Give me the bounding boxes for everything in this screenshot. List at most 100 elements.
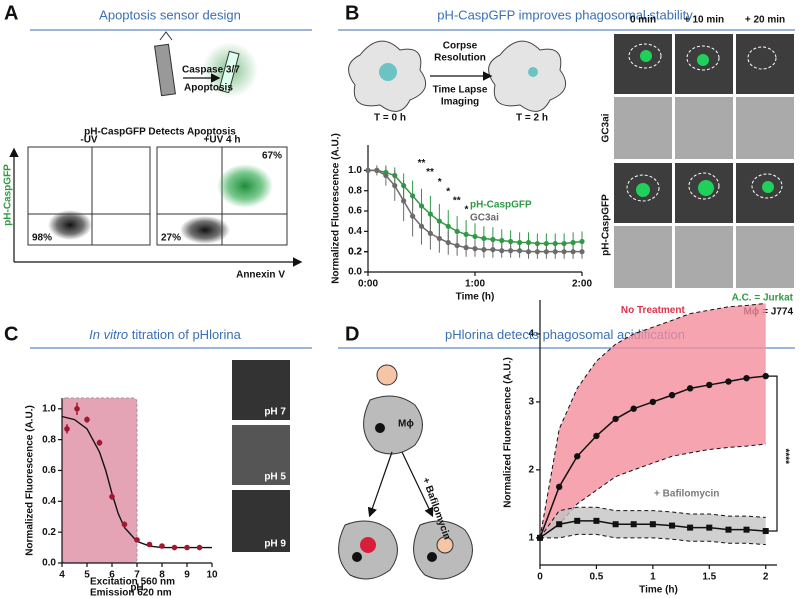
column-label: + 10 min — [684, 15, 724, 26]
note: Excitation 560 nm — [90, 577, 175, 588]
panel-a-art — [9, 29, 312, 267]
point — [574, 453, 581, 460]
note: Emission 620 nm — [90, 588, 172, 598]
point — [134, 537, 140, 543]
point — [517, 239, 523, 246]
panel-letter: B — [345, 2, 359, 24]
band-edge — [540, 533, 766, 546]
point — [454, 242, 460, 249]
plot-label: +UV 4 h — [204, 135, 241, 146]
point — [649, 521, 656, 528]
band — [540, 303, 766, 538]
y-tick-label: 0.2 — [42, 527, 56, 538]
point — [196, 544, 203, 551]
annotation: ** — [453, 196, 461, 207]
series-label: GC3ai — [470, 213, 499, 224]
point — [472, 233, 478, 240]
point — [556, 521, 563, 528]
annotation: * — [464, 205, 468, 216]
panel-letter: D — [345, 323, 359, 345]
point — [612, 521, 619, 528]
series-label: pH-CaspGFP — [470, 200, 532, 211]
point — [725, 378, 732, 385]
percent: 98% — [32, 233, 52, 244]
y-tick-label: 0.6 — [348, 206, 362, 217]
band-edge — [539, 506, 766, 539]
point — [436, 218, 442, 224]
point — [525, 239, 532, 246]
y-tick-label: 0.0 — [348, 267, 362, 278]
x-tick-label: 1.5 — [702, 572, 716, 583]
point — [499, 248, 505, 254]
series-label: + Bafilomycin — [654, 488, 719, 499]
y-tick-label: 0.6 — [42, 465, 56, 476]
x-axis-label: pH — [130, 583, 143, 594]
x-axis-label: Time (h) — [639, 585, 678, 596]
label: Apoptosis — [184, 83, 233, 94]
point — [463, 245, 469, 251]
x-tick-label: 0:00 — [358, 279, 378, 290]
row-label: pH-CaspGFP — [601, 194, 612, 256]
point — [418, 223, 425, 229]
label: Resolution — [434, 53, 486, 64]
panel-letter: A — [4, 2, 18, 24]
point — [725, 526, 732, 533]
point — [410, 213, 416, 219]
y-tick-label: 4 — [528, 329, 534, 340]
label: Imaging — [441, 97, 479, 108]
point — [146, 541, 153, 548]
x-tick-label: 6 — [109, 570, 115, 581]
point — [570, 239, 576, 246]
point — [669, 522, 676, 529]
y-axis-label: Normalized Fluorescence (A.U.) — [503, 357, 514, 508]
panel-d-art — [338, 347, 795, 580]
x-tick-label: 0.5 — [589, 572, 603, 583]
point — [574, 517, 581, 524]
point — [445, 223, 451, 229]
row-label: GC3ai — [601, 113, 612, 142]
bracket — [767, 375, 778, 532]
chart-title: In vitro titration of pHlorina — [89, 327, 242, 342]
column-label: 0 min — [630, 15, 656, 26]
point — [365, 167, 371, 173]
legend-text: A.C. = Jurkat — [732, 293, 794, 304]
y-tick-label: 0.8 — [42, 434, 56, 445]
label: Time Lapse — [433, 85, 488, 96]
point — [383, 172, 389, 179]
point — [499, 237, 505, 244]
subtitle: pH-CaspGFP Detects Apoptosis — [84, 127, 236, 138]
point — [454, 228, 460, 234]
y-tick-label: 0.2 — [348, 246, 362, 257]
y-tick-label: 0.2 — [348, 246, 362, 257]
annotation: **** — [779, 448, 790, 464]
y-tick-label: 0.4 — [348, 226, 362, 237]
x-tick-label: 7 — [134, 570, 140, 581]
point — [593, 432, 600, 440]
point — [508, 248, 514, 254]
y-tick-label: 0.4 — [42, 496, 56, 507]
point — [534, 249, 540, 255]
x-tick-label: 10 — [206, 570, 218, 581]
label: Mϕ — [398, 419, 414, 430]
panel-title: pH-CaspGFP improves phagosomal stability — [437, 7, 693, 22]
point — [184, 544, 190, 551]
point — [481, 247, 487, 253]
point — [508, 238, 514, 245]
percent: 27% — [161, 233, 181, 244]
annotation: * — [438, 177, 442, 188]
chart-title-text: titration of pHlorina — [132, 327, 242, 342]
point — [537, 534, 543, 541]
x-tick-label: 9 — [184, 570, 190, 581]
point — [401, 198, 407, 204]
panel-title: Apoptosis sensor design — [99, 7, 241, 22]
point — [490, 236, 496, 243]
y-axis-label: Normalized Fluorescence (A.U.) — [25, 405, 36, 556]
image-label: pH 9 — [264, 539, 286, 550]
point — [570, 249, 576, 255]
chart-title-italic: In vitro — [89, 327, 128, 342]
point — [630, 405, 637, 412]
point — [121, 521, 128, 528]
point — [552, 240, 558, 247]
point — [534, 240, 540, 247]
point — [649, 398, 657, 406]
